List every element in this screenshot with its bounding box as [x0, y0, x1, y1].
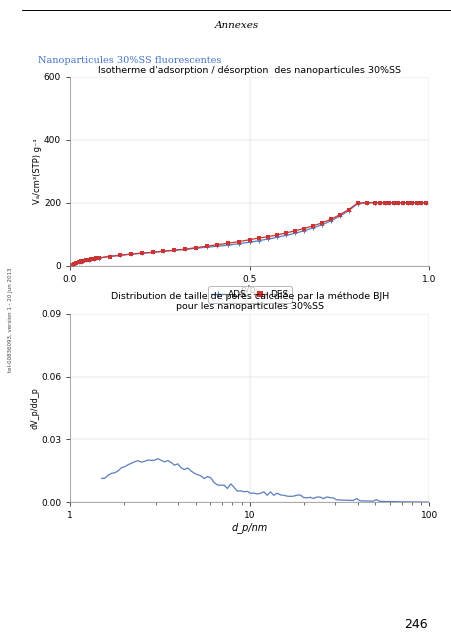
Text: Nanoparticules 30%SS fluorescentes: Nanoparticules 30%SS fluorescentes	[38, 56, 221, 65]
X-axis label: d_p/nm: d_p/nm	[231, 522, 267, 532]
DES	[422, 199, 428, 207]
ADS	[91, 255, 96, 262]
ADS	[69, 261, 74, 269]
DES	[171, 246, 177, 254]
ADS	[171, 246, 177, 254]
DES	[81, 257, 86, 264]
Y-axis label: dV_p/dd_p: dV_p/dd_p	[31, 387, 39, 429]
ADS	[422, 199, 428, 207]
ADS	[399, 199, 405, 207]
DES	[69, 261, 74, 269]
Title: Isotherme d'adsorption / désorption  des nanoparticules 30%SS: Isotherme d'adsorption / désorption des …	[98, 65, 400, 75]
Y-axis label: Vₐ/cm³(STP) g⁻¹: Vₐ/cm³(STP) g⁻¹	[33, 138, 42, 204]
Legend: ADS, DES: ADS, DES	[207, 286, 291, 303]
Text: 246: 246	[403, 618, 427, 630]
ADS	[96, 254, 101, 262]
ADS	[81, 257, 86, 265]
DES	[96, 254, 101, 262]
ADS	[418, 199, 423, 207]
Text: Annexes: Annexes	[214, 21, 258, 30]
DES	[91, 255, 96, 262]
X-axis label: p/p₀: p/p₀	[239, 285, 259, 295]
Line: DES: DES	[70, 201, 427, 267]
ADS	[363, 199, 368, 207]
Text: tel-00836093, version 1 - 20 Jun 2013: tel-00836093, version 1 - 20 Jun 2013	[8, 268, 14, 372]
Title: Distribution de taille de pores calculée par la méthode BJH
pour les nanoparticu: Distribution de taille de pores calculée…	[110, 292, 388, 312]
DES	[363, 199, 368, 207]
Line: ADS: ADS	[69, 200, 427, 267]
DES	[399, 199, 405, 207]
DES	[418, 199, 423, 207]
